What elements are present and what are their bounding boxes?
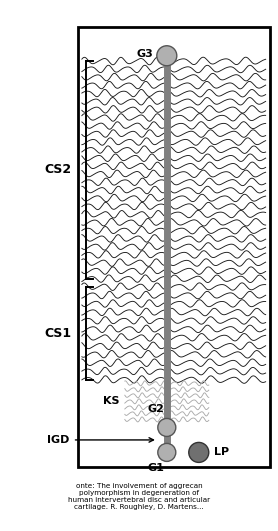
Circle shape [189, 442, 209, 463]
Text: G3: G3 [136, 49, 153, 59]
Text: CS2: CS2 [45, 164, 72, 176]
Circle shape [158, 418, 176, 436]
Text: G1: G1 [147, 464, 164, 474]
Text: G2: G2 [147, 405, 164, 415]
Circle shape [158, 443, 176, 461]
Text: LP: LP [214, 448, 229, 457]
Text: onte: The involvement of aggrecan
polymorphism in degeneration of
human interver: onte: The involvement of aggrecan polymo… [68, 483, 210, 510]
Text: CS1: CS1 [45, 327, 72, 340]
Circle shape [157, 46, 177, 66]
Bar [78, 27, 270, 467]
Text: IGD: IGD [48, 435, 153, 445]
Text: KS: KS [103, 397, 120, 406]
